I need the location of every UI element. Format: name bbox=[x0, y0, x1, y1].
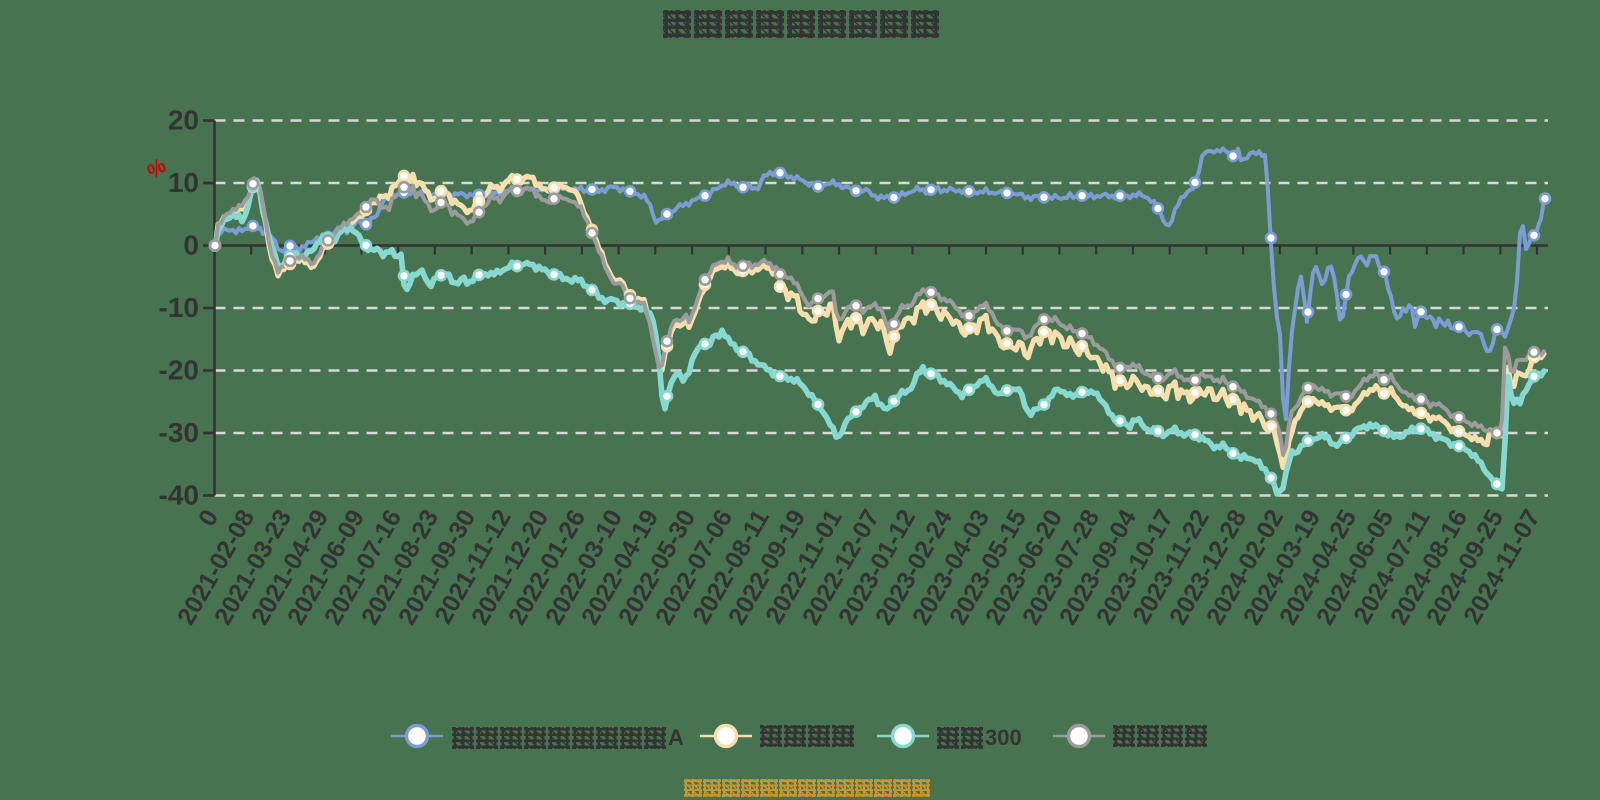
svg-text:-40: -40 bbox=[159, 480, 199, 511]
svg-text:10: 10 bbox=[168, 167, 199, 198]
svg-text:-20: -20 bbox=[159, 355, 199, 386]
svg-text:20: 20 bbox=[168, 105, 199, 136]
svg-text:-30: -30 bbox=[159, 417, 199, 448]
svg-text:-10: -10 bbox=[159, 292, 199, 323]
svg-text:0: 0 bbox=[183, 230, 199, 261]
